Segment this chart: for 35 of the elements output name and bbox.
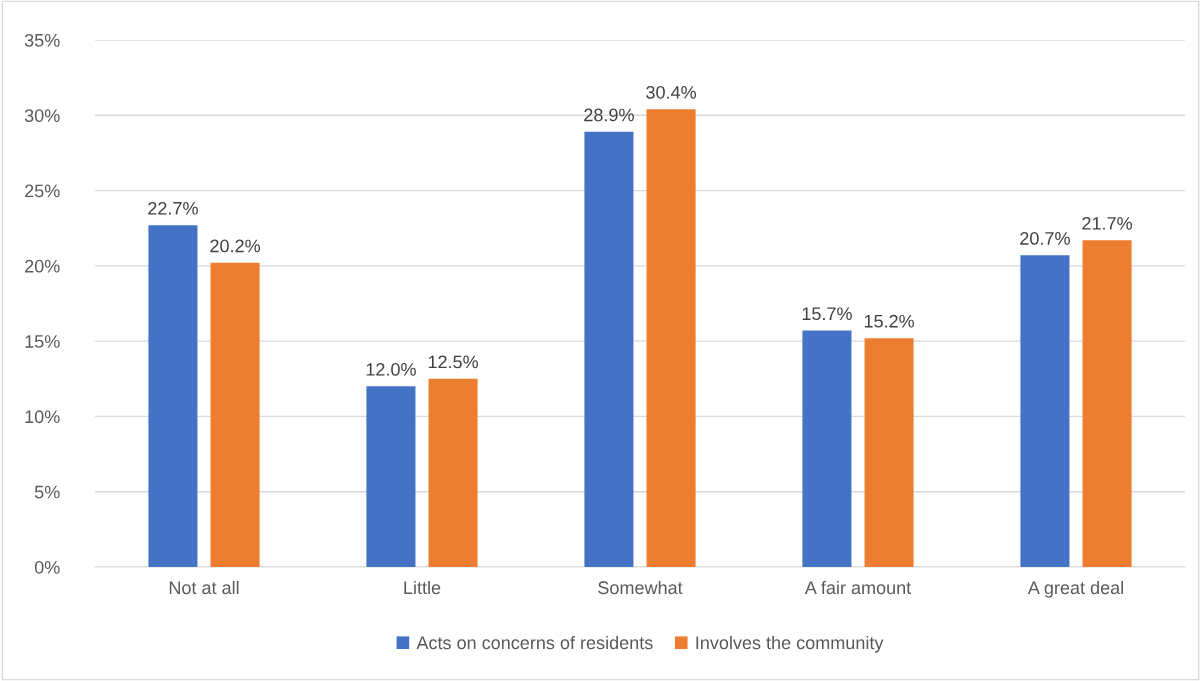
bar [646,109,696,567]
text: 12.5% [428,355,479,369]
bar [584,131,634,567]
y-tick-label: 10% [25,410,60,424]
bar [366,386,416,567]
y-tick-label: 20% [25,259,60,273]
bar [148,225,198,567]
text: 30.4% [646,85,697,99]
bar [210,262,260,567]
text: 22.7% [148,201,198,215]
legend-label: Involves the community [696,635,884,653]
bar [1020,255,1070,567]
bar [1082,240,1132,567]
bar [802,330,852,567]
y-tick-label: 5% [34,485,60,499]
text: 20.2% [210,239,261,253]
x-tick-label: A fair amount [804,580,912,595]
x-tick-label: Little [404,580,441,595]
legend-label: Acts on concerns of residents [416,635,653,650]
x-tick-label: Not at all [169,580,239,595]
y-tick-label: 0% [34,560,60,574]
y-tick-label: 35% [24,33,60,47]
text: 20.7% [1020,232,1070,245]
text: 28.9% [584,108,634,122]
text: 21.7% [1082,216,1133,230]
x-tick-label: A great deal [1027,580,1123,598]
bar [428,378,478,567]
text: 15.2% [864,314,915,328]
y-tick-label: 15% [25,335,60,348]
x-tick-label: Somewhat [598,580,683,595]
text: 15.7% [802,307,852,321]
y-tick-label: 30% [24,109,60,123]
text: 12.0% [366,363,416,376]
y-tick-label: 25% [25,184,60,198]
bar [864,338,914,567]
